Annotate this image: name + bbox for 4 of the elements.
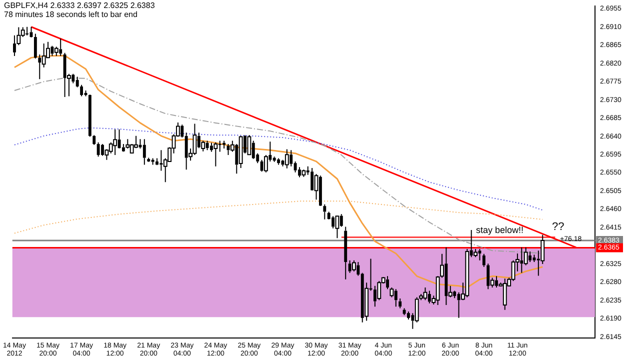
chart-title: GBPLFX,H4 2.6333 2.6397 2.6325 2.6383	[4, 1, 155, 10]
text: 78 minutes 18 seconds left to bar end	[4, 10, 138, 19]
annotation: stay below!!	[476, 225, 524, 236]
annotation: ??	[552, 221, 564, 233]
